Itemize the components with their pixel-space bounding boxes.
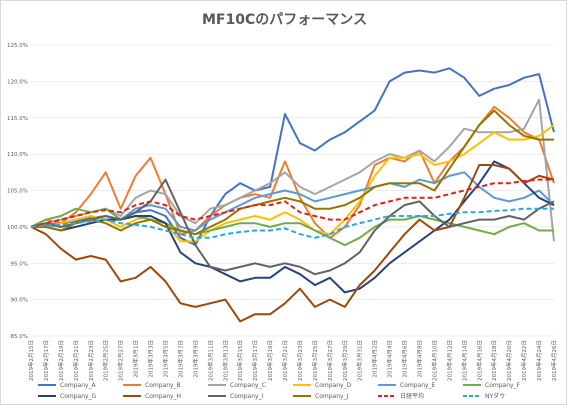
- x-tick-label: 2019年3月9日: [191, 340, 199, 378]
- x-tick-label: 2019年3月11日: [206, 340, 214, 381]
- series-line: [30, 98, 555, 242]
- x-tick-label: 2019年4月4日: [386, 340, 394, 378]
- x-tick-label: 2019年2月23日: [87, 340, 95, 381]
- x-tick-label: 2019年3月31日: [356, 340, 364, 381]
- legend-label: NYダウ: [485, 392, 505, 400]
- series-line: [31, 124, 555, 243]
- x-tick-label: 2019年4月18日: [490, 340, 498, 381]
- series-line: [30, 67, 555, 247]
- x-tick-label: 2019年3月27日: [326, 340, 334, 381]
- y-tick-label: 85.0%: [11, 334, 28, 340]
- x-tick-label: 2019年3月13日: [221, 340, 229, 381]
- y-tick-label: 100.0%: [7, 225, 28, 231]
- y-tick-label: 115.0%: [7, 116, 28, 122]
- grid-lines: [31, 44, 554, 337]
- x-axis-ticks: 2019年2月15日 2019年2月17日 2019年2月19日 2019年2月21日…: [27, 340, 558, 381]
- series-line: [31, 109, 554, 236]
- x-tick-label: 2019年4月8日: [416, 340, 424, 378]
- y-tick-label: 125.0%: [7, 43, 28, 49]
- x-tick-label: 2019年4月2日: [371, 340, 379, 378]
- chart-title: MF10Cのパフォーマンス: [202, 12, 367, 28]
- legend-label: Company_D: [315, 382, 352, 389]
- x-tick-label: 2019年3月15日: [236, 340, 244, 381]
- x-tick-label: 2019年3月7日: [176, 340, 184, 378]
- x-tick-label: 2019年2月27日: [117, 340, 125, 381]
- legend-label: Company_F: [485, 382, 521, 389]
- legend-label: 日経平均: [400, 392, 424, 400]
- x-tick-label: 2019年3月23日: [296, 340, 304, 381]
- y-tick-label: 120.0%: [7, 79, 28, 85]
- x-tick-label: 2019年4月20日: [505, 340, 513, 381]
- legend-label: Company_I: [230, 393, 264, 400]
- legend-label: Company_J: [315, 393, 349, 400]
- legend-label: Company_C: [230, 382, 266, 389]
- x-tick-label: 2019年3月17日: [251, 340, 259, 381]
- legend-label: Company_A: [60, 382, 97, 389]
- y-tick-label: 110.0%: [7, 152, 28, 158]
- legend-label: Company_H: [145, 393, 181, 400]
- y-tick-label: 95.0%: [11, 261, 28, 267]
- y-tick-label: 90.0%: [11, 298, 28, 304]
- x-tick-label: 2019年2月25日: [102, 340, 110, 381]
- series-line: [30, 178, 555, 276]
- x-tick-label: 2019年4月6日: [401, 340, 409, 378]
- x-tick-label: 2019年3月29日: [341, 340, 349, 381]
- x-tick-label: 2019年4月12日: [445, 340, 453, 381]
- legend: Company_A Company_B Company_C Company_D Comp…: [38, 382, 521, 400]
- series-line: [30, 207, 554, 247]
- x-tick-label: 2019年2月19日: [57, 340, 65, 381]
- x-tick-label: 2019年4月10日: [430, 340, 438, 381]
- x-tick-label: 2019年2月21日: [72, 340, 80, 381]
- x-tick-label: 2019年2月15日: [27, 340, 35, 381]
- x-tick-label: 2019年3月19日: [266, 340, 274, 381]
- x-tick-label: 2019年4月24日: [535, 340, 543, 381]
- legend-label: Company_E: [400, 382, 436, 389]
- x-tick-label: 2019年3月21日: [281, 340, 289, 381]
- x-tick-label: 2019年3月1日: [132, 340, 140, 378]
- x-tick-label: 2019年3月3日: [147, 340, 155, 378]
- series-line: [30, 164, 555, 323]
- series-line: [30, 178, 554, 228]
- x-tick-label: 2019年3月5日: [161, 340, 169, 378]
- x-tick-label: 2019年2月17日: [42, 340, 50, 381]
- x-tick-label: 2019年3月25日: [311, 340, 319, 381]
- series-line: [30, 207, 554, 239]
- y-tick-label: 105.0%: [7, 189, 28, 195]
- legend-label: Company_B: [145, 382, 181, 389]
- x-tick-label: 2019年4月26日: [550, 340, 558, 381]
- x-tick-label: 2019年4月14日: [460, 340, 468, 381]
- legend-label: Company_G: [60, 393, 97, 400]
- y-axis-ticks: 85.0% 90.0% 95.0% 100.0% 105.0% 110.0% 115.0% 1…: [7, 43, 28, 340]
- x-tick-label: 2019年4月22日: [520, 340, 528, 381]
- x-tick-label: 2019年4月16日: [475, 340, 483, 381]
- series-lines: [30, 67, 555, 323]
